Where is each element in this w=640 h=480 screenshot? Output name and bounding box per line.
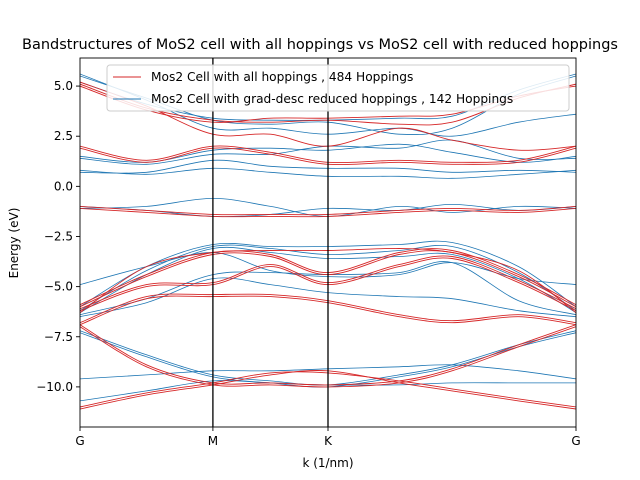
y-tick-label: −7.5 (44, 330, 73, 344)
x-tick-label: M (208, 434, 218, 448)
y-tick-label: 5.0 (54, 79, 73, 93)
x-axis-label: k (1/nm) (302, 456, 353, 470)
y-tick-label: −10.0 (36, 380, 73, 394)
y-tick-label: 0.0 (54, 179, 73, 193)
legend-entry: Mos2 Cell with all hoppings , 484 Hoppin… (151, 70, 413, 84)
x-tick-label: K (324, 434, 333, 448)
legend-entry: Mos2 Cell with grad-desc reduced hopping… (151, 92, 513, 106)
y-axis-label: Energy (eV) (7, 208, 21, 279)
legend-box (106, 64, 570, 112)
x-tick-label: G (571, 434, 580, 448)
y-tick-label: −2.5 (44, 229, 73, 243)
legend: Mos2 Cell with all hoppings , 484 Hoppin… (106, 64, 570, 112)
y-tick-label: −5.0 (44, 280, 73, 294)
axes: G M K G 5.0 2.5 0.0 −2.5 −5.0 −7.5 −10.0 (36, 57, 581, 448)
y-tick-label: 2.5 (54, 129, 73, 143)
x-tick-label: G (75, 434, 84, 448)
chart-title: Bandstructures of MoS2 cell with all hop… (22, 37, 618, 53)
